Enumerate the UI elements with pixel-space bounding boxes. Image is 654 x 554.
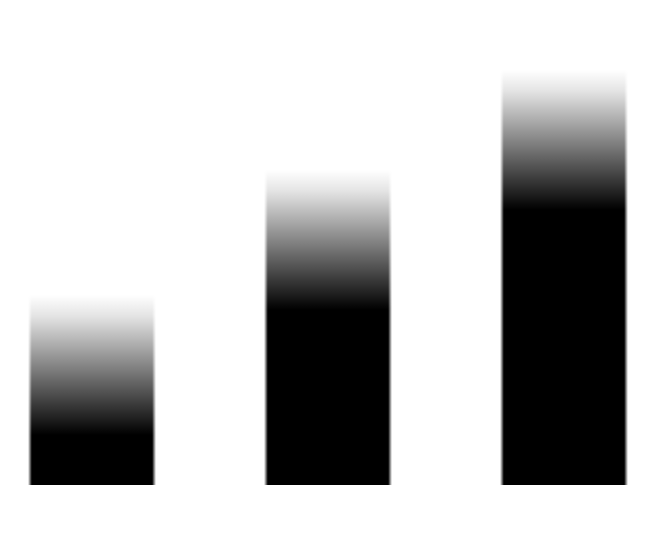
bar-2	[264, 170, 392, 485]
bars-layer	[28, 70, 628, 485]
bar-1	[28, 295, 156, 485]
bar-3	[500, 70, 628, 485]
